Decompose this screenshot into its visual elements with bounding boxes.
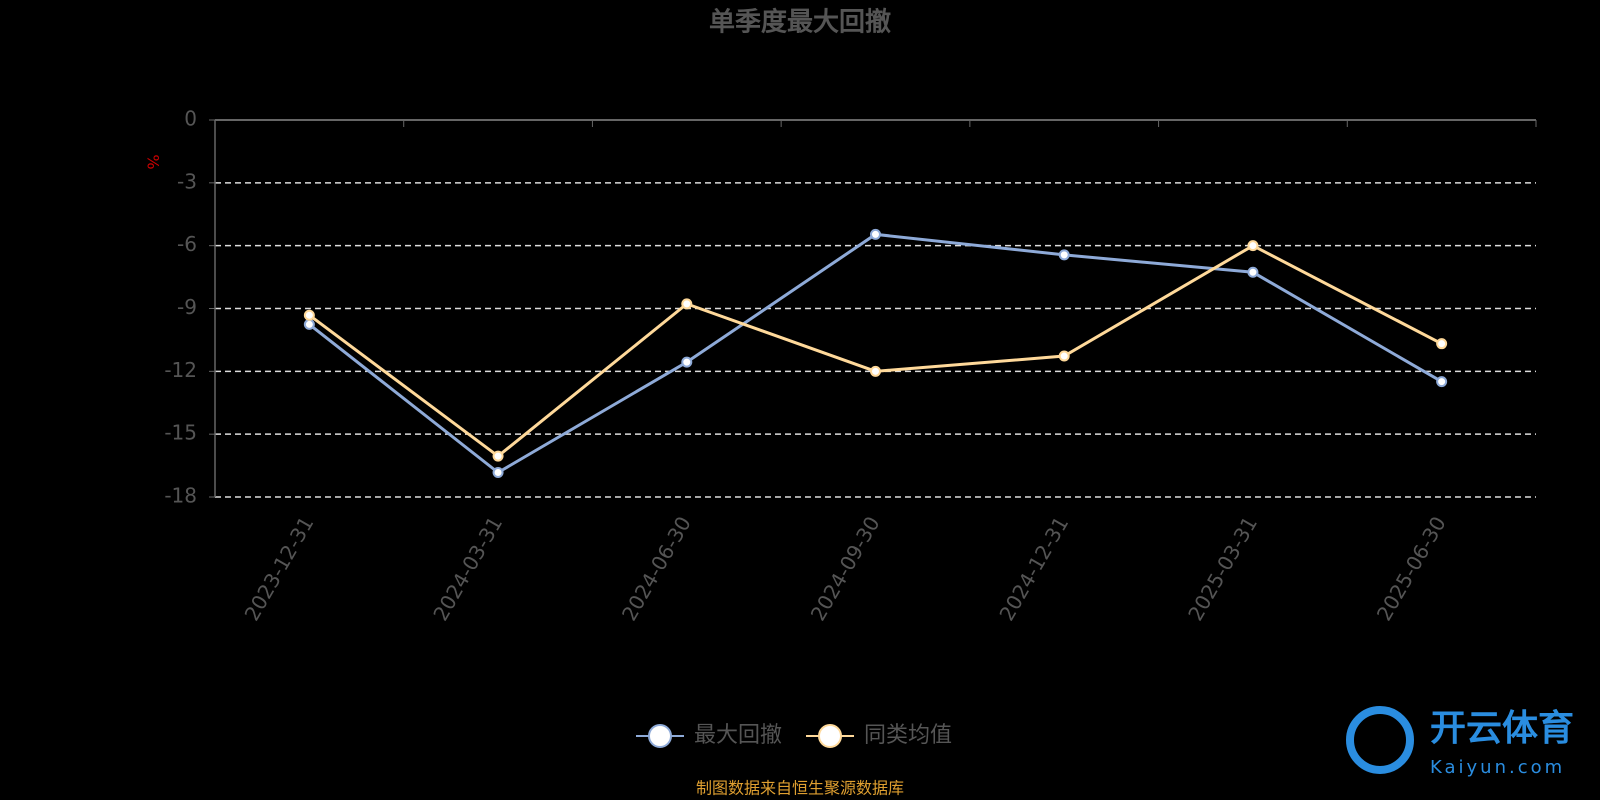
data-point (303, 309, 315, 321)
legend-label: 最大回撤 (694, 723, 782, 748)
data-point (492, 466, 504, 478)
data-point (1058, 350, 1070, 362)
data-point (681, 356, 693, 368)
legend-item: 最大回撤 (636, 723, 782, 748)
data-point (1058, 249, 1070, 261)
y-axis-label: % (144, 154, 163, 169)
legend-marker (818, 724, 843, 748)
y-tick-label: -9 (177, 295, 197, 319)
data-point (1436, 376, 1448, 388)
data-point (870, 228, 881, 240)
data-point (1247, 266, 1259, 278)
source-note: 制图数据来自恒生聚源数据库 (696, 779, 904, 798)
data-point (1436, 338, 1448, 350)
y-tick-label: -6 (177, 232, 197, 256)
legend-label: 同类均值 (864, 723, 952, 748)
legend-marker (648, 724, 672, 748)
y-tick-label: -3 (177, 169, 197, 193)
data-point (492, 450, 504, 462)
watermark-logo (1346, 706, 1414, 774)
y-tick-label: -15 (164, 421, 197, 445)
data-point (303, 318, 315, 330)
data-point (870, 365, 881, 377)
data-point (681, 298, 693, 310)
y-tick-label: -18 (164, 484, 197, 508)
watermark-site: Kaiyun.com (1430, 757, 1565, 778)
data-point (1247, 240, 1259, 252)
chart-title: 单季度最大回撤 (709, 7, 891, 38)
legend-item: 同类均值 (806, 723, 952, 748)
y-tick-label: 0 (184, 107, 197, 131)
y-tick-label: -12 (164, 358, 197, 382)
watermark-brand: 开云体育 (1430, 708, 1574, 749)
watermark: 开云体育 Kaiyun.com (1346, 706, 1574, 778)
